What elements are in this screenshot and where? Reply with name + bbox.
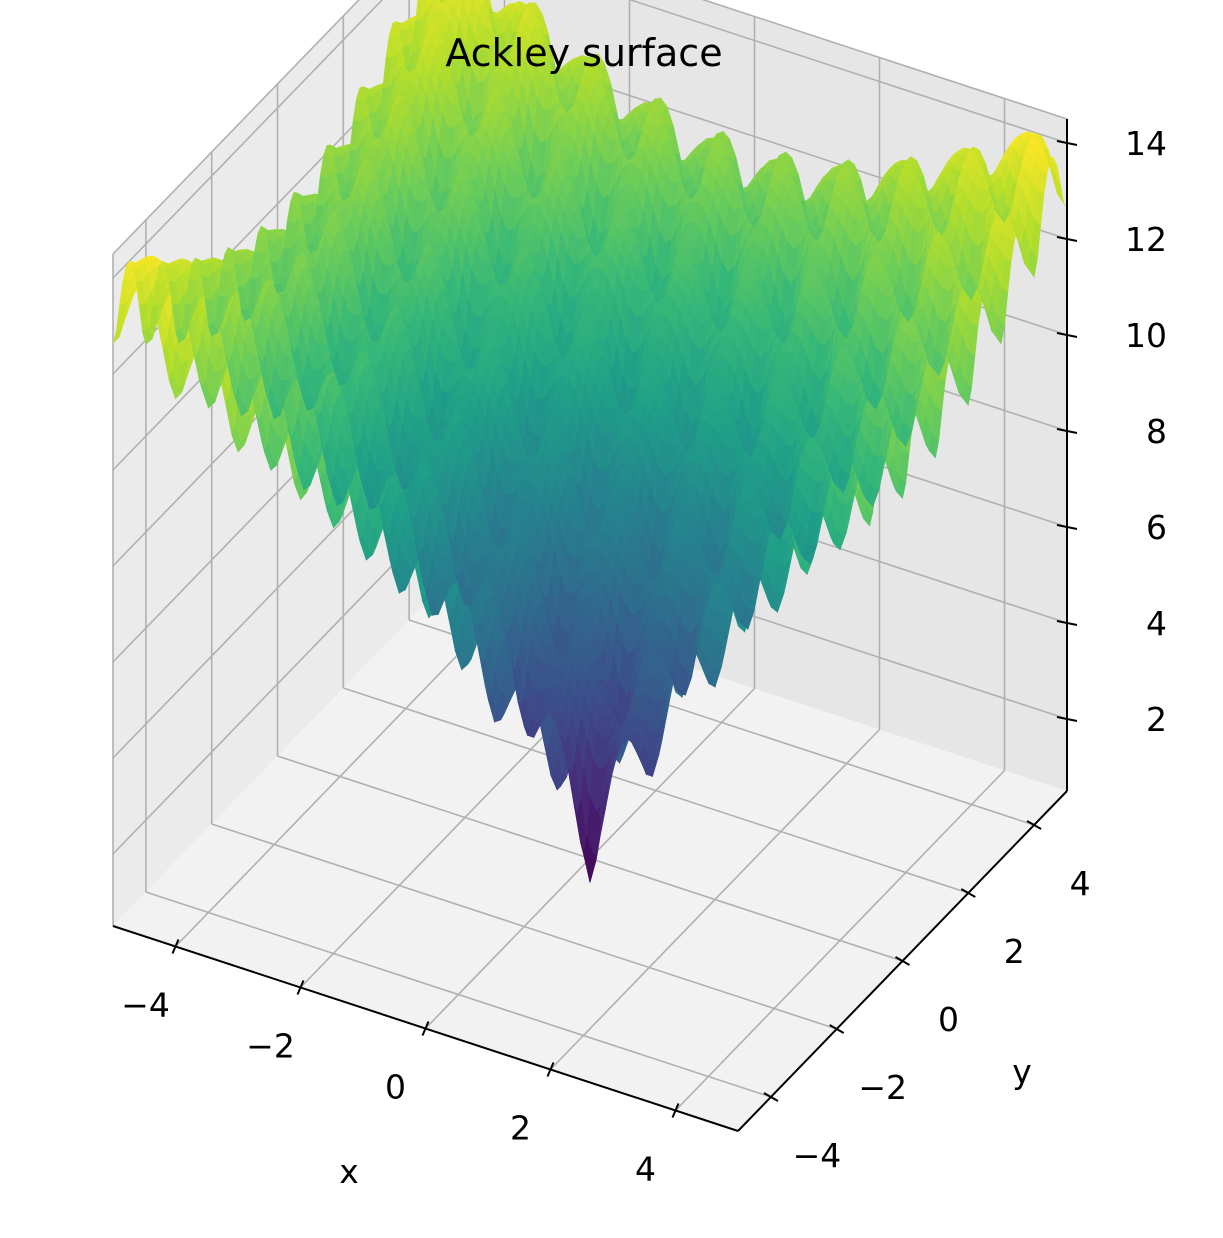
- pane-edge: [701, 0, 1068, 120]
- grid-line-y: [343, 687, 969, 894]
- grid-line-z: [628, 0, 1068, 144]
- grid-line-y: [145, 891, 772, 1098]
- grid-line-z: [112, 0, 384, 279]
- grid-line-y: [211, 823, 837, 1030]
- pane-edge: [112, 0, 360, 255]
- surface-mesh: [112, 0, 1068, 883]
- grid-line-z: [112, 513, 443, 855]
